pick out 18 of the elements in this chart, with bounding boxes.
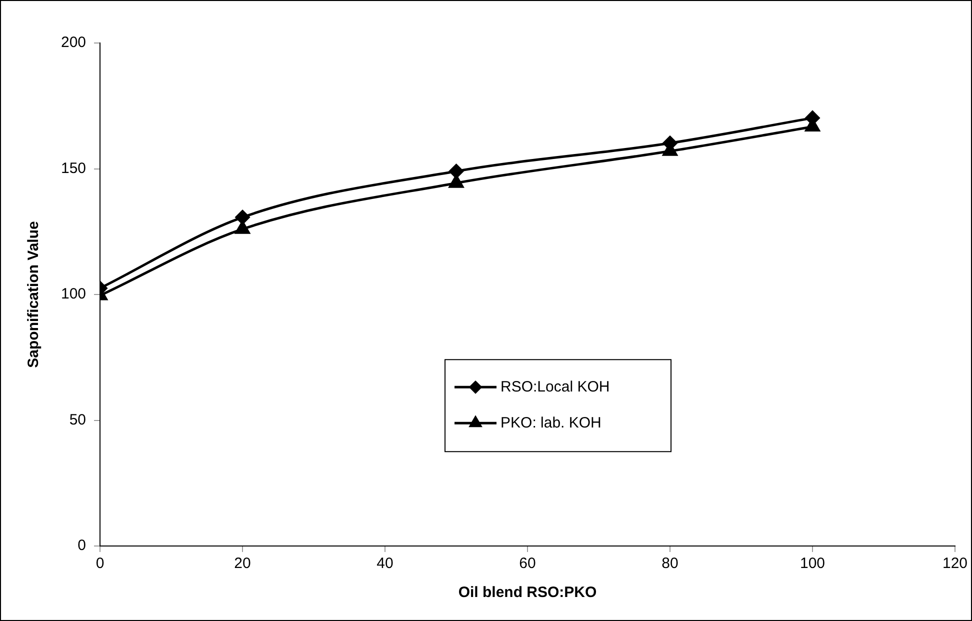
x-tick-label: 60 [519,555,536,572]
x-tick-label: 100 [800,555,826,572]
point [235,210,250,225]
x-tick-label: 20 [234,555,251,572]
x-tick-label: 0 [96,555,104,572]
y-tick-label: 150 [60,160,86,177]
y-tick-label: 50 [69,411,86,428]
x-tick-label: 40 [376,555,394,572]
y-tick-label: 0 [78,537,86,554]
y-axis-title: Saponification Value [25,221,42,368]
x-axis-title: Oil blend RSO:PKO [458,584,598,602]
x-tick-label: 120 [942,555,968,572]
x-tick-label: 80 [662,555,678,572]
y-tick-label: 200 [60,34,86,52]
legend-label: RSO:Local KOH [500,378,610,396]
legend-label: PKO: lab. KOH [500,414,602,432]
point [449,164,464,179]
y-tick-label: 100 [60,286,86,303]
